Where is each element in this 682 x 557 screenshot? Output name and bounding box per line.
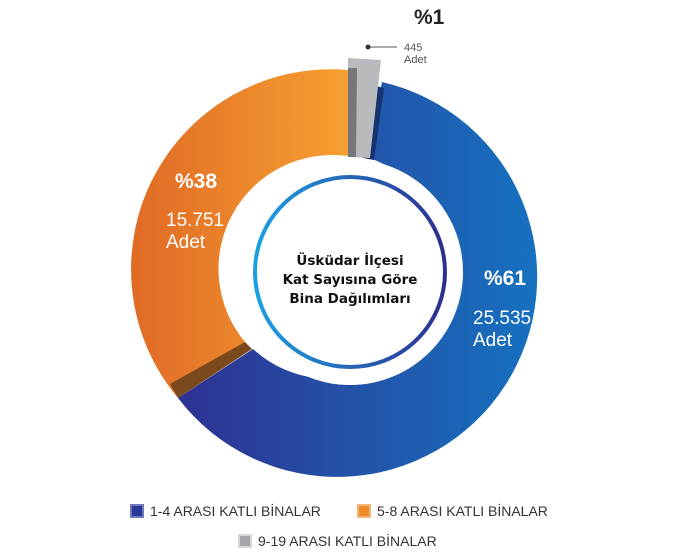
- orange-count: 15.751 Adet: [166, 210, 224, 254]
- legend-swatch-grey: [238, 534, 252, 548]
- chart-title: Üsküdar İlçesi Kat Sayısına Göre Bina Da…: [255, 252, 445, 309]
- inner-ring: [253, 175, 447, 369]
- donut-hole: [237, 159, 463, 385]
- blue-count-value: 25.535: [473, 308, 532, 329]
- grey-count: 445 Adet: [404, 42, 427, 66]
- grey-count-value: 445: [404, 42, 423, 54]
- blue-count-unit: Adet: [473, 330, 513, 351]
- legend-swatch-blue: [130, 504, 144, 518]
- legend-label: 9-19 ARASI KATLI BİNALAR: [258, 533, 437, 549]
- legend-label: 1-4 ARASI KATLI BİNALAR: [150, 503, 321, 519]
- legend-label: 5-8 ARASI KATLI BİNALAR: [377, 503, 548, 519]
- grey-percent: %1: [414, 6, 445, 29]
- slice-shadow-grey: [348, 68, 357, 157]
- slice-1-4-floors: [178, 82, 538, 477]
- title-line-1: Üsküdar İlçesi: [296, 253, 404, 269]
- orange-percent: %38: [175, 170, 218, 193]
- legend-item-5-8: 5-8 ARASI KATLI BİNALAR: [357, 503, 548, 519]
- slice-shadow-orange: [170, 342, 252, 398]
- legend-swatch-orange: [357, 504, 371, 518]
- legend-item-1-4: 1-4 ARASI KATLI BİNALAR: [130, 503, 321, 519]
- grey-count-unit: Adet: [404, 54, 427, 66]
- blue-percent: %61: [484, 267, 527, 290]
- slice-5-8-floors: [131, 69, 348, 399]
- blue-count: 25.535 Adet: [473, 308, 531, 352]
- title-line-2: Kat Sayısına Göre: [282, 272, 418, 288]
- callout-dot: [365, 44, 371, 50]
- orange-count-value: 15.751: [166, 210, 225, 231]
- orange-count-unit: Adet: [166, 232, 206, 253]
- legend-item-9-19: 9-19 ARASI KATLI BİNALAR: [238, 533, 437, 549]
- title-line-3: Bina Dağılımları: [289, 291, 411, 307]
